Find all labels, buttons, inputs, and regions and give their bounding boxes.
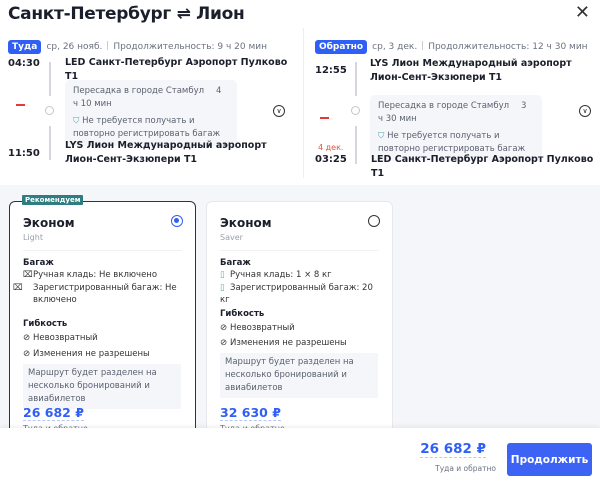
fare-sub: Saver [220,233,243,242]
inbound-dep-place: LYS Лион Международный аэропорт Лион-Сен… [370,58,572,83]
expand-chevron-icon[interactable]: ∨ [273,105,285,117]
fare-card-light[interactable]: Эконом Light Багаж ⌧Ручная кладь: Не вкл… [9,201,196,441]
refund: Невозвратный [230,323,295,333]
forbidden-icon: ⊘ [220,323,228,333]
shield-icon: ⛉ [73,116,80,126]
fare-price: 26 682 ₽ [23,405,84,421]
baggage-note: Не требуется получать и повторно регистр… [73,116,221,139]
checked-baggage: Зарегистрированный багаж: Не включено [33,283,177,305]
no-hand-luggage-icon: ⌧ [23,270,33,280]
outbound-date: ср, 26 нояб. [46,42,103,52]
inbound-badge: Обратно [315,40,368,54]
fare-price: 32 630 ₽ [220,405,281,421]
inbound-arr-date: 4 дек. [318,143,344,152]
expand-chevron-icon[interactable]: ∨ [579,105,591,117]
baggage-title: Багаж [23,258,54,268]
flex-title: Гибкость [220,309,265,319]
fare-sub: Light [23,233,43,242]
outbound-duration: Продолжительность: 9 ч 20 мин [113,42,268,52]
transfer-dot-icon [45,106,54,115]
airline-logo [16,104,25,106]
transfer-city: Пересадка в городе Стамбул [73,86,205,96]
forbidden-icon: ⊘ [23,333,31,343]
continue-button[interactable]: Продолжить [507,443,592,476]
hand-luggage: Ручная кладь: 1 × 8 кг [230,270,332,280]
changes: Изменения не разрешены [33,349,150,359]
fare-radio[interactable] [368,215,380,227]
timeline [49,126,51,160]
timeline [355,126,357,164]
footer [0,428,600,481]
airline-logo [320,117,329,119]
transfer-duration: 4 ч 10 мин [73,86,222,109]
split-note: Маршрут будет разделен на несколько брон… [23,364,181,409]
divider [303,28,304,178]
split-note: Маршрут будет разделен на несколько брон… [220,353,378,398]
inbound-arr-time: 03:25 [315,154,347,165]
fare-name: Эконом [23,216,75,230]
baggage-title: Багаж [220,258,251,268]
page-title: Санкт-Петербург ⇌ Лион [8,4,245,24]
timeline [49,62,51,96]
inbound-date: ср, 3 дек. [372,42,418,52]
inbound-duration: Продолжительность: 12 ч 30 мин [428,42,588,52]
timeline [355,62,357,96]
baggage-note: Не требуется получать и повторно регистр… [378,131,526,154]
checked-baggage: Зарегистрированный багаж: 20 кг [220,283,373,305]
hand-luggage: Ручная кладь: Не включено [33,270,158,280]
inbound-arr-place: LED Санкт-Петербург Аэропорт Пулково T1 [371,154,594,179]
recommend-badge: Рекомендуем [22,195,84,205]
checked-baggage-icon: ▯ [220,283,225,293]
outbound-badge: Туда [8,40,42,54]
inbound-dep-time: 12:55 [315,65,347,76]
outbound-transfer-box: Пересадка в городе Стамбул 4 ч 10 мин ⛉ Н… [65,80,237,146]
transfer-city: Пересадка в городе Стамбул [378,101,510,111]
total-price-note: Туда и обратно [435,464,496,473]
forbidden-icon: ⊘ [220,338,228,348]
inbound-header: Обратно ср, 3 дек. Продолжительность: 12 … [315,34,588,54]
close-icon[interactable]: ✕ [574,2,590,23]
refund: Невозвратный [33,333,98,343]
fare-name: Эконом [220,216,272,230]
outbound-dep-time: 04:30 [8,58,40,69]
fare-card-saver[interactable]: Эконом Saver Багаж ▯ Ручная кладь: 1 × 8 … [206,201,393,441]
no-checked-baggage-icon: ⌧ [13,283,23,293]
transfer-duration: 3 ч 30 мин [378,101,527,124]
hand-luggage-icon: ▯ [220,270,225,280]
flex-title: Гибкость [23,319,68,329]
outbound-arr-time: 11:50 [8,148,40,159]
outbound-dep-place: LED Санкт-Петербург Аэропорт Пулково T1 [65,57,288,82]
outbound-header: Туда ср, 26 нояб. Продолжительность: 9 ч … [8,34,268,54]
shield-icon: ⛉ [378,131,385,141]
total-price: 26 682 ₽ [420,441,486,458]
transfer-dot-icon [351,106,360,115]
outbound-arr-place: LYS Лион Международный аэропорт Лион-Сен… [65,140,267,165]
forbidden-icon: ⊘ [23,349,31,359]
fare-radio[interactable] [171,215,183,227]
changes: Изменения не разрешены [230,338,347,348]
inbound-transfer-box: Пересадка в городе Стамбул 3 ч 30 мин ⛉ Н… [370,95,542,161]
